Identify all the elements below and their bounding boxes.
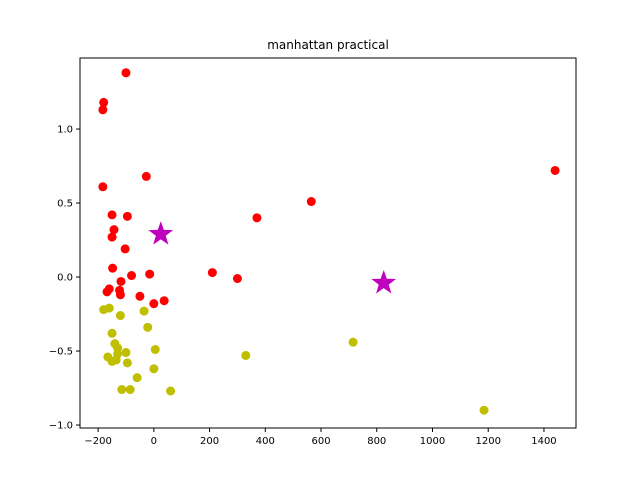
scatter-point [121,348,131,358]
scatter-point [107,232,117,242]
scatter-point [145,269,155,279]
scatter-point [115,290,125,300]
scatter-point [125,385,135,395]
x-tick-label: 1200 [475,436,500,447]
scatter-point [306,197,316,207]
scatter-point [141,171,151,181]
data-points [98,68,560,415]
y-axis: −1.0 −0.5 0.0 0.5 1.0 [49,125,80,432]
scatter-point [252,213,262,223]
scatter-point [120,244,130,254]
scatter-point [109,225,119,235]
scatter-point [104,303,114,313]
scatter-point [149,364,159,374]
x-tick-label: 0 [151,436,157,447]
y-tick-label: −1.0 [49,421,73,432]
x-tick-label: 400 [256,436,275,447]
x-tick-label: 1400 [531,436,556,447]
y-tick-label: −0.5 [49,347,73,358]
scatter-point [166,386,176,396]
y-tick-label: 0.5 [57,199,73,210]
centroid-star-marker [371,269,397,294]
y-tick-label: 1.0 [57,125,73,136]
x-axis: −200 0 200 400 600 800 1000 1200 1400 [84,428,557,447]
scatter-point [479,405,489,415]
x-tick-label: −200 [84,436,111,447]
scatter-point [122,211,132,221]
scatter-point [143,322,153,332]
scatter-point [111,355,121,365]
scatter-point [107,210,117,220]
scatter-point [550,165,560,175]
scatter-point [99,97,109,107]
scatter-point [150,345,160,355]
scatter-point [121,68,131,78]
centroid-star-marker [148,221,174,245]
scatter-point [116,276,126,286]
scatter-point [98,182,108,192]
scatter-point [108,263,118,273]
scatter-point [159,296,169,306]
x-tick-label: 200 [200,436,219,447]
x-tick-label: 800 [367,436,386,447]
scatter-point [98,105,108,115]
scatter-point [139,306,149,316]
scatter-point [132,373,142,383]
scatter-point [127,271,137,281]
scatter-point [102,287,112,297]
scatter-point [122,358,132,368]
x-tick-label: 1000 [420,436,445,447]
plot-area-frame [79,57,577,429]
scatter-point [241,350,251,360]
scatter-point [135,291,145,301]
scatter-point [117,385,127,395]
y-tick-label: 0.0 [57,273,73,284]
scatter-point [207,268,217,278]
scatter-point [115,311,125,321]
scatter-point [107,328,117,338]
scatter-point [149,299,159,309]
chart-title: manhattan practical [267,38,389,52]
scatter-point [348,337,358,347]
x-tick-label: 600 [311,436,330,447]
scatter-point [232,274,242,284]
